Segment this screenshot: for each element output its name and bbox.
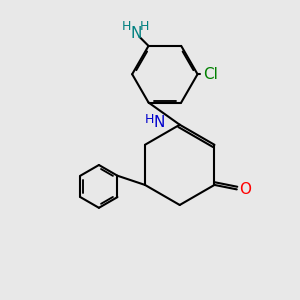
Text: H: H (122, 20, 131, 33)
Text: H: H (145, 113, 154, 126)
Text: O: O (239, 182, 251, 197)
Text: H: H (140, 20, 149, 33)
Text: N: N (154, 115, 165, 130)
Text: N: N (130, 26, 142, 41)
Text: Cl: Cl (203, 67, 218, 82)
